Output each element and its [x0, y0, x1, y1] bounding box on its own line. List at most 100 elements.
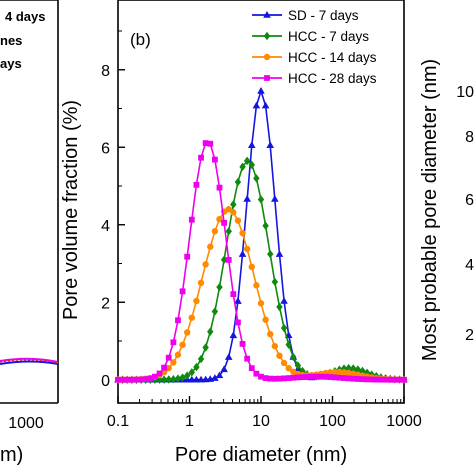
data-point [211, 374, 219, 381]
data-point [331, 368, 339, 376]
data-point [331, 374, 338, 381]
data-point [216, 215, 223, 223]
data-point [179, 341, 186, 348]
legend-label: SD - 7 days [288, 8, 359, 23]
right-y-tick-label: 10 [456, 84, 474, 101]
data-point [271, 342, 279, 350]
data-point [184, 253, 191, 260]
data-point [225, 206, 232, 213]
data-point [327, 374, 334, 380]
data-point [281, 375, 287, 382]
data-point [252, 101, 261, 109]
left-legend-entry-3: ays [0, 56, 22, 71]
data-point [295, 374, 301, 381]
data-point [266, 141, 275, 149]
data-point [276, 375, 283, 382]
data-point [271, 195, 279, 202]
series-4 [115, 140, 407, 383]
data-point [128, 376, 135, 383]
data-point [267, 330, 274, 338]
data-point [238, 250, 247, 257]
data-point [161, 364, 168, 371]
data-point [248, 365, 255, 372]
data-point [234, 217, 242, 224]
y-axis-label: Pore volume fraction (%) [60, 100, 82, 320]
data-point [198, 154, 204, 161]
series-line [118, 142, 404, 381]
data-point [211, 156, 218, 163]
series-1 [114, 87, 408, 383]
x-tick-label: 1000 [386, 413, 422, 430]
legend: SD - 7 days HCC - 7 days HCC - 14 days HCC … [252, 8, 377, 86]
data-point [225, 227, 232, 236]
data-point [193, 362, 200, 372]
data-point [156, 370, 163, 377]
data-point [183, 371, 191, 380]
data-point [243, 156, 251, 166]
right-y-tick-label: 8 [465, 129, 474, 146]
data-point [253, 282, 260, 289]
data-point [179, 288, 186, 295]
x-ticks: 0.1 1 10 100 1000 [107, 396, 422, 430]
series-line [118, 88, 404, 381]
data-point [202, 261, 209, 268]
data-point [257, 195, 265, 204]
legend-marker [263, 53, 271, 61]
data-point [359, 376, 366, 383]
y-tick-label: 2 [101, 295, 110, 312]
panel-label: (b) [130, 30, 151, 49]
data-point [382, 376, 389, 383]
data-point [243, 245, 251, 253]
data-point [275, 250, 284, 257]
data-point [267, 249, 274, 259]
data-point [257, 87, 265, 94]
data-point [290, 374, 297, 381]
data-point [373, 376, 380, 383]
data-point [215, 371, 224, 379]
data-point [115, 376, 121, 383]
data-point [211, 228, 219, 235]
left-legend-entry-2: nes [0, 33, 22, 48]
data-point [197, 354, 205, 364]
data-point [235, 319, 241, 326]
left-series-line-3 [0, 359, 59, 364]
data-point [193, 181, 200, 188]
data-point [165, 364, 172, 372]
data-point [276, 352, 283, 359]
left-x-axis-label-fragment: m) [0, 444, 23, 466]
y-tick-label: 4 [101, 218, 110, 235]
series-line [118, 208, 405, 381]
data-point [401, 376, 407, 383]
data-point [304, 373, 311, 380]
data-point [174, 374, 182, 383]
data-point [276, 302, 283, 312]
data-point [183, 329, 191, 336]
data-point [396, 376, 403, 383]
legend-marker [264, 75, 270, 81]
data-point [308, 373, 315, 380]
left-panel-fragment: 4 days nes ays 1000 m) [0, 0, 59, 466]
left-series-line-2 [0, 360, 59, 365]
data-point [248, 263, 255, 271]
x-tick-label: 100 [319, 413, 346, 430]
data-point [133, 376, 140, 383]
data-point [299, 374, 306, 381]
data-point [170, 359, 177, 366]
right-axis-fragment: Most probable pore diameter (nm) 10 8 6 4 2 [419, 59, 474, 361]
data-point [350, 364, 357, 373]
y-ticks: 0 2 4 6 8 [101, 30, 125, 390]
data-point [188, 216, 195, 223]
right-axis-label: Most probable pore diameter (nm) [419, 59, 441, 361]
data-point [280, 297, 288, 304]
data-point [188, 368, 196, 377]
data-point [234, 177, 242, 187]
data-point [326, 369, 334, 376]
data-point [261, 101, 270, 109]
data-point [341, 375, 347, 381]
data-point [230, 209, 237, 216]
data-point [285, 365, 292, 372]
data-point [290, 352, 297, 362]
series-3 [114, 206, 408, 383]
data-point [175, 317, 181, 324]
y-tick-label: 0 [101, 373, 110, 390]
